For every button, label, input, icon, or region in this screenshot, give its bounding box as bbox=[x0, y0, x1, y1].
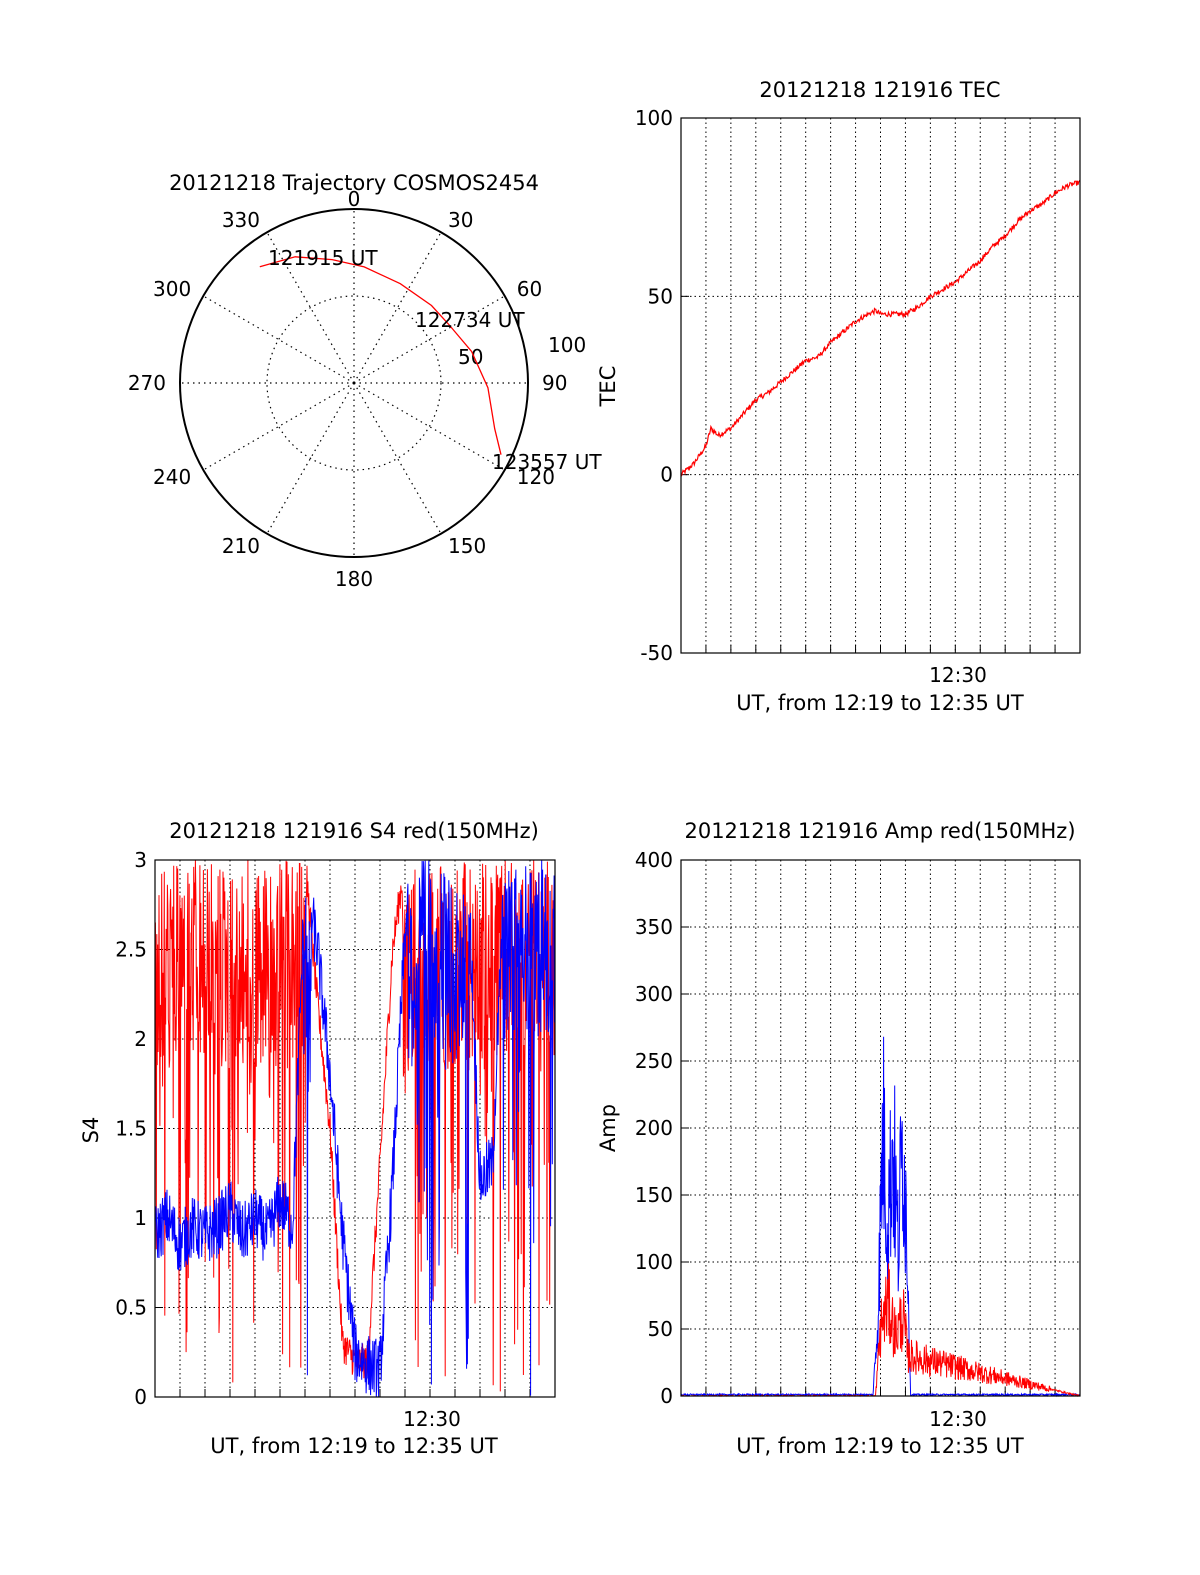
polar-angle-label-180: 180 bbox=[335, 567, 373, 591]
amp-y-tick-label: 50 bbox=[648, 1317, 673, 1341]
polar-spoke-210 bbox=[266, 382, 355, 534]
tec-y-axis-label: TEC bbox=[596, 366, 620, 408]
s4-x-tick-label: 12:30 bbox=[403, 1407, 461, 1431]
tec-grid bbox=[681, 117, 1080, 654]
radial-label-50: 50 bbox=[458, 345, 483, 369]
polar-spoke-240 bbox=[203, 382, 355, 471]
polar-spoke-330 bbox=[266, 232, 355, 384]
amp-frame bbox=[680, 859, 1081, 1397]
polar-angle-label-120: 120 bbox=[517, 465, 555, 489]
polar-spoke-60 bbox=[353, 295, 505, 384]
trajectory-panel: 20121218 Trajectory COSMOS2454 0 30 60 90 12… bbox=[128, 171, 603, 591]
tec-panel: 20121218 121916 TEC 100 50 0 -50 12:30 UT, … bbox=[596, 78, 1081, 715]
polar-grid bbox=[179, 208, 529, 558]
s4-title: 20121218 121916 S4 red(150MHz) bbox=[169, 819, 539, 843]
amp-series-0 bbox=[680, 1036, 1081, 1398]
s4-y-tick-label: 1 bbox=[134, 1206, 147, 1230]
tec-y-tick-label: 50 bbox=[648, 284, 673, 308]
amp-y-tick-label: 200 bbox=[635, 1116, 673, 1140]
s4-y-ticks: 3 2.5 2 1.5 1 0.5 0 bbox=[115, 848, 147, 1409]
polar-angle-labels: 0 30 60 90 120 150 180 210 240 270 300 330 bbox=[128, 187, 568, 591]
polar-outer-circle bbox=[179, 208, 529, 558]
s4-series-1 bbox=[154, 860, 556, 1398]
s4-y-tick-label: 0.5 bbox=[115, 1296, 147, 1320]
polar-spoke-150 bbox=[353, 382, 442, 534]
amp-grid bbox=[681, 859, 1080, 1397]
trajectory-path bbox=[259, 256, 502, 455]
s4-y-tick-label: 3 bbox=[134, 848, 147, 872]
s4-y-tick-label: 1.5 bbox=[115, 1117, 147, 1141]
tec-y-tick-label: 100 bbox=[635, 106, 673, 130]
polar-angle-label-30: 30 bbox=[448, 208, 473, 232]
tec-series bbox=[680, 179, 1081, 477]
amp-y-tick-label: 250 bbox=[635, 1049, 673, 1073]
tec-y-ticks: 100 50 0 -50 bbox=[635, 106, 673, 665]
s4-y-axis-label: S4 bbox=[79, 1117, 103, 1144]
polar-angle-label-0: 0 bbox=[348, 187, 361, 211]
polar-angle-label-300: 300 bbox=[153, 277, 191, 301]
polar-angle-label-60: 60 bbox=[517, 277, 542, 301]
amp-y-tick-label: 350 bbox=[635, 915, 673, 939]
amp-y-tick-label: 150 bbox=[635, 1183, 673, 1207]
s4-x-axis-label: UT, from 12:19 to 12:35 UT bbox=[210, 1434, 498, 1458]
polar-angle-label-150: 150 bbox=[448, 534, 486, 558]
amp-title: 20121218 121916 Amp red(150MHz) bbox=[684, 819, 1075, 843]
polar-spoke-30 bbox=[353, 232, 442, 384]
s4-panel: 20121218 121916 S4 red(150MHz) 3 2.5 2 1.5 1… bbox=[79, 819, 556, 1458]
s4-frame bbox=[154, 859, 556, 1398]
tec-x-tick-label: 12:30 bbox=[929, 663, 987, 687]
polar-spoke-120 bbox=[353, 382, 505, 471]
tec-y-tick-label: -50 bbox=[640, 641, 673, 665]
amp-y-tick-label: 0 bbox=[660, 1384, 673, 1408]
amp-x-axis-label: UT, from 12:19 to 12:35 UT bbox=[736, 1434, 1024, 1458]
polar-angle-label-90: 90 bbox=[542, 371, 567, 395]
radial-label-100: 100 bbox=[548, 333, 586, 357]
tec-y-tick-label: 0 bbox=[660, 463, 673, 487]
amp-y-tick-label: 100 bbox=[635, 1250, 673, 1274]
s4-y-tick-label: 0 bbox=[134, 1385, 147, 1409]
polar-angle-label-270: 270 bbox=[128, 371, 166, 395]
polar-ring-50 bbox=[266, 295, 442, 471]
polar-angle-label-330: 330 bbox=[222, 208, 260, 232]
amp-panel: 20121218 121916 Amp red(150MHz) 400 350 30… bbox=[596, 819, 1081, 1458]
tec-frame bbox=[680, 117, 1081, 654]
trajectory-title: 20121218 Trajectory COSMOS2454 bbox=[169, 171, 539, 195]
amp-y-tick-label: 300 bbox=[635, 982, 673, 1006]
s4-y-tick-label: 2.5 bbox=[115, 938, 147, 962]
trajectory-mid-time: 122734 UT bbox=[415, 308, 525, 332]
trajectory-line bbox=[259, 256, 502, 455]
tec-title: 20121218 121916 TEC bbox=[759, 78, 1000, 102]
s4-y-tick-label: 2 bbox=[134, 1027, 147, 1051]
amp-y-ticks: 400 350 300 250 200 150 100 50 0 bbox=[635, 848, 673, 1408]
amp-y-tick-label: 400 bbox=[635, 848, 673, 872]
amp-y-axis-label: Amp bbox=[596, 1104, 620, 1152]
polar-spoke-300 bbox=[203, 295, 355, 384]
polar-angle-label-210: 210 bbox=[222, 534, 260, 558]
trajectory-start-time: 121915 UT bbox=[268, 246, 378, 270]
amp-x-tick-label: 12:30 bbox=[929, 1407, 987, 1431]
tec-x-axis-label: UT, from 12:19 to 12:35 UT bbox=[736, 691, 1024, 715]
s4-series bbox=[154, 859, 556, 1398]
trajectory-end-time: 123557 UT bbox=[492, 450, 602, 474]
polar-angle-label-240: 240 bbox=[153, 465, 191, 489]
tec-series-0 bbox=[680, 179, 1081, 477]
